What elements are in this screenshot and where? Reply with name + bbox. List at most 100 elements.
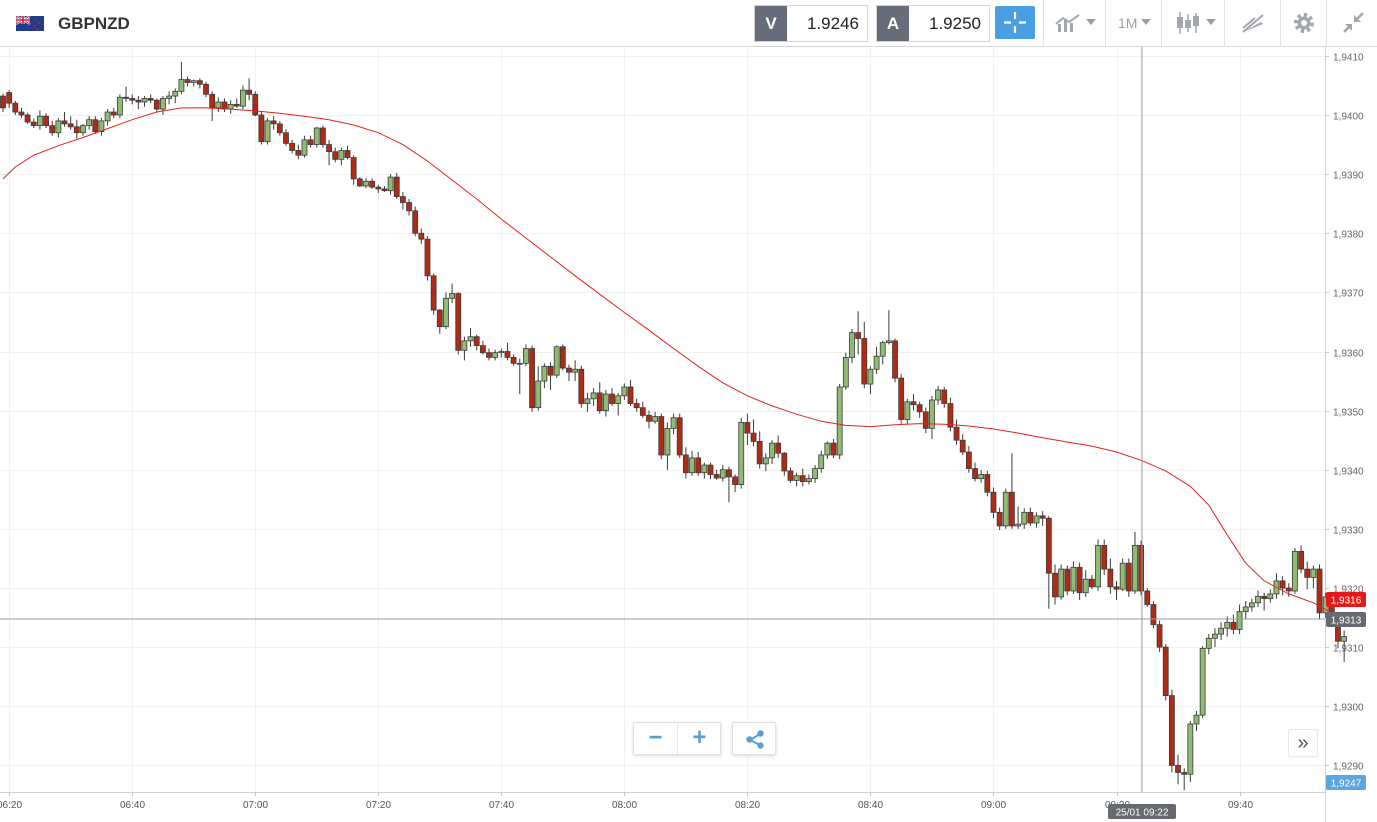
y-tick-label: 1,9290	[1333, 762, 1364, 773]
candle	[196, 78, 203, 89]
candle	[566, 364, 572, 382]
candle	[289, 139, 296, 154]
candle-body-bullish	[1267, 593, 1274, 600]
candle	[1175, 754, 1181, 785]
candle-body-bearish	[43, 115, 49, 127]
x-tick-label: 09:00	[981, 800, 1006, 811]
candle-body-bearish	[633, 403, 640, 409]
candle-body-bullish	[55, 120, 62, 134]
candle	[1181, 768, 1188, 791]
candle	[1261, 592, 1268, 611]
candle-body-bearish	[639, 407, 646, 416]
sell-price-button[interactable]: V 1.9246	[754, 5, 868, 42]
candle	[713, 469, 720, 480]
draw-tools-button[interactable]	[1224, 0, 1280, 47]
candle	[86, 116, 93, 130]
candle-body-bullish	[1310, 568, 1317, 578]
candle	[1267, 589, 1274, 603]
y-tick-label: 1,9400	[1333, 112, 1364, 123]
indicators-button[interactable]	[1043, 0, 1105, 47]
candle	[744, 413, 751, 445]
candle	[141, 96, 148, 107]
candle	[215, 97, 222, 113]
candle	[1248, 598, 1255, 612]
candle-body-bearish	[307, 139, 314, 145]
candle-body-bullish	[1224, 621, 1231, 629]
candle-body-bearish	[1285, 587, 1292, 592]
candle	[123, 86, 129, 102]
x-tick-label: 08:00	[612, 800, 637, 811]
candle	[264, 117, 271, 145]
candle-body-bullish	[879, 342, 886, 357]
candle	[787, 467, 794, 483]
crosshair-price-label-bg	[1326, 612, 1366, 627]
candle	[861, 321, 868, 389]
candle	[898, 373, 905, 424]
timeframe-selector[interactable]: 1M	[1105, 0, 1161, 47]
candle	[461, 336, 468, 361]
candle-body-bullish	[1236, 611, 1243, 630]
candle	[959, 434, 966, 455]
candle-body-bearish	[295, 150, 302, 156]
candle-body-bullish	[1095, 545, 1101, 588]
scroll-to-latest-button[interactable]: »	[1288, 729, 1318, 757]
sell-price: 1.9246	[807, 14, 859, 33]
candle-body-bearish	[898, 377, 905, 420]
candle	[633, 398, 640, 412]
candle	[1292, 547, 1298, 594]
candle	[879, 340, 886, 365]
candle	[984, 470, 991, 497]
candle	[769, 440, 775, 464]
candle	[1218, 622, 1224, 641]
candle	[1052, 564, 1058, 605]
candle-body-bearish	[49, 125, 56, 134]
candle	[1279, 576, 1286, 596]
crosshair-button[interactable]	[995, 6, 1035, 39]
buy-price-button[interactable]: A 1.9250	[876, 5, 990, 42]
price-chart[interactable]: 1,94101,94001,93901,93801,93701,93601,93…	[0, 47, 1377, 822]
candle-body-bearish	[682, 454, 689, 474]
candle-body-bearish	[990, 491, 997, 513]
candle-body-bullish	[584, 398, 591, 404]
candle-body-bullish	[37, 115, 43, 127]
settings-button[interactable]	[1280, 0, 1326, 47]
candle	[996, 507, 1003, 531]
candle-body-bullish	[1205, 637, 1212, 649]
candle	[320, 125, 326, 148]
candle-body-bearish	[996, 511, 1003, 527]
candle	[49, 120, 56, 136]
candle-body-bearish	[1279, 580, 1286, 589]
share-button[interactable]	[732, 722, 776, 755]
candle-body-bullish	[670, 417, 677, 429]
candle	[947, 397, 954, 432]
candle-body-bullish	[818, 454, 825, 469]
candle	[1138, 540, 1145, 596]
candle	[1095, 539, 1101, 591]
candle	[935, 385, 942, 405]
candle	[855, 311, 862, 355]
candle	[73, 119, 80, 139]
candle	[726, 466, 732, 503]
candle-body-bearish	[726, 469, 732, 478]
x-tick-label: 07:00	[243, 800, 268, 811]
candle	[584, 392, 591, 412]
crosshair-time-label-bg	[1108, 804, 1176, 819]
candle-body-bearish	[609, 393, 615, 404]
candle	[418, 228, 425, 244]
chart-type-button[interactable]	[1161, 0, 1224, 47]
zoom-in-button[interactable]: +	[692, 724, 707, 751]
candle-body-bearish	[332, 151, 339, 160]
y-tick-label: 1,9410	[1333, 53, 1364, 64]
exit-fullscreen-button[interactable]	[1326, 0, 1377, 47]
candle	[806, 474, 812, 485]
candle-body-bullish	[806, 478, 812, 482]
y-tick-label: 1,9390	[1333, 171, 1364, 182]
zoom-out-button[interactable]: −	[634, 723, 678, 754]
candle-body-bearish	[1009, 491, 1015, 527]
candle-body-bullish	[80, 125, 86, 134]
candle-body-bearish	[320, 127, 326, 145]
candle	[424, 236, 431, 281]
candle	[12, 100, 19, 115]
candle	[313, 126, 320, 148]
candle	[824, 441, 831, 460]
